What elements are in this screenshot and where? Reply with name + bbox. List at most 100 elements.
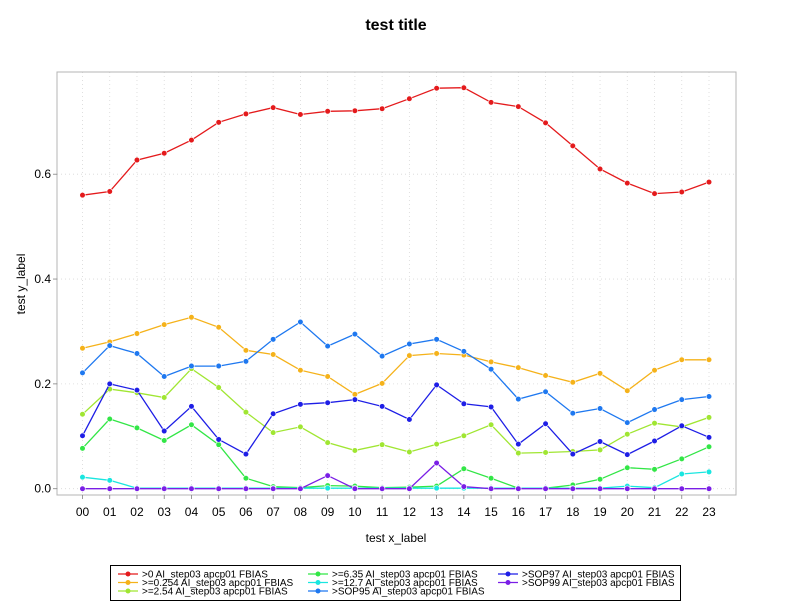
legend-swatch-marker xyxy=(125,571,131,577)
legend-item: >=0.254 AI_step03 apcp01 FBIAS xyxy=(118,578,294,589)
x-tick-label: 23 xyxy=(702,505,716,519)
data-point xyxy=(705,414,713,421)
data-point xyxy=(651,466,658,473)
data-point xyxy=(433,336,440,343)
data-point xyxy=(215,441,222,448)
data-point xyxy=(624,431,631,438)
data-point xyxy=(297,423,304,430)
data-point xyxy=(79,411,86,418)
data-point xyxy=(705,393,713,400)
data-point xyxy=(596,165,604,173)
data-point xyxy=(215,485,222,492)
data-point xyxy=(678,485,685,492)
data-point xyxy=(161,321,168,328)
data-point xyxy=(460,483,467,490)
data-point xyxy=(133,387,141,394)
data-point xyxy=(596,438,604,445)
data-point xyxy=(515,449,522,457)
legend-label: >=2.54 AI_step03 apcp01 FBIAS xyxy=(142,587,288,598)
series-4 xyxy=(79,415,713,492)
data-point xyxy=(79,432,86,439)
data-point xyxy=(242,475,250,482)
y-tick-label: 0.6 xyxy=(34,167,51,181)
data-point xyxy=(651,437,658,445)
series-group xyxy=(79,84,713,492)
data-point xyxy=(569,410,576,417)
data-point xyxy=(406,352,413,359)
data-point xyxy=(324,472,331,479)
series-8 xyxy=(79,459,713,492)
x-axis: 00 01 02 03 04 05 06 07 08 09 10 11 12 13 14 15 16 17 18 19… xyxy=(76,495,716,519)
x-tick-label: 13 xyxy=(430,505,444,519)
y-tick-label: 0.4 xyxy=(34,272,51,286)
y-tick-label: 0.2 xyxy=(34,377,51,391)
data-point xyxy=(79,345,86,352)
data-point xyxy=(188,137,195,144)
data-point xyxy=(133,424,141,432)
legend-label: >0 AI_step03 apcp01 FBIAS xyxy=(142,570,268,581)
data-point xyxy=(624,485,631,492)
data-point xyxy=(106,380,113,387)
data-point xyxy=(705,434,713,441)
data-point xyxy=(106,485,113,492)
data-point xyxy=(569,379,576,386)
data-point xyxy=(406,485,413,492)
data-point xyxy=(270,429,277,436)
x-tick-label: 14 xyxy=(457,505,471,519)
legend-label: >=12.7 AI_step03 apcp01 FBIAS xyxy=(332,578,478,589)
y-axis: 0.0 0.2 0.4 0.6 xyxy=(34,167,57,496)
data-point xyxy=(542,119,549,126)
x-tick-label: 19 xyxy=(593,505,607,519)
data-point xyxy=(678,455,685,462)
data-point xyxy=(351,330,358,338)
data-point xyxy=(379,485,386,492)
series-line xyxy=(82,87,710,196)
data-point xyxy=(433,441,440,448)
legend-item: >SOP95 AI_step03 apcp01 FBIAS xyxy=(308,587,485,598)
data-point xyxy=(596,370,604,377)
x-tick-label: 01 xyxy=(103,505,117,519)
data-point xyxy=(106,188,113,195)
data-point xyxy=(705,485,713,492)
data-point xyxy=(406,95,413,102)
data-point xyxy=(270,104,277,111)
x-tick-label: 00 xyxy=(76,505,90,519)
data-point xyxy=(324,399,331,406)
data-point xyxy=(596,476,604,483)
data-point xyxy=(433,350,440,357)
data-point xyxy=(678,396,685,403)
data-point xyxy=(106,477,113,484)
data-point xyxy=(569,142,576,150)
x-tick-label: 21 xyxy=(648,505,662,519)
y-axis-label: test y_label xyxy=(14,254,28,315)
data-point xyxy=(297,111,304,118)
data-point xyxy=(79,192,86,199)
x-tick-label: 10 xyxy=(348,505,362,519)
data-point xyxy=(515,395,522,403)
data-point xyxy=(433,85,440,92)
x-tick-label: 12 xyxy=(403,505,417,519)
data-point xyxy=(161,373,168,380)
data-point xyxy=(133,485,141,492)
data-point xyxy=(624,451,631,458)
data-point xyxy=(596,446,604,454)
data-point xyxy=(596,405,604,412)
data-point xyxy=(242,347,250,354)
data-point xyxy=(705,356,713,363)
data-point xyxy=(324,108,331,115)
legend-item: >0 AI_step03 apcp01 FBIAS xyxy=(118,570,268,581)
x-tick-label: 05 xyxy=(212,505,226,519)
series-line xyxy=(82,462,709,490)
data-point xyxy=(161,485,168,492)
data-point xyxy=(351,107,358,114)
legend-swatch-marker xyxy=(505,580,511,585)
data-point xyxy=(79,445,86,452)
data-point xyxy=(270,485,277,492)
data-point xyxy=(487,366,495,373)
data-point xyxy=(515,441,522,448)
series-line xyxy=(81,383,710,456)
legend-box xyxy=(110,565,681,601)
x-tick-label: 07 xyxy=(266,505,280,519)
x-tick-label: 06 xyxy=(239,505,253,519)
data-point xyxy=(79,485,86,492)
